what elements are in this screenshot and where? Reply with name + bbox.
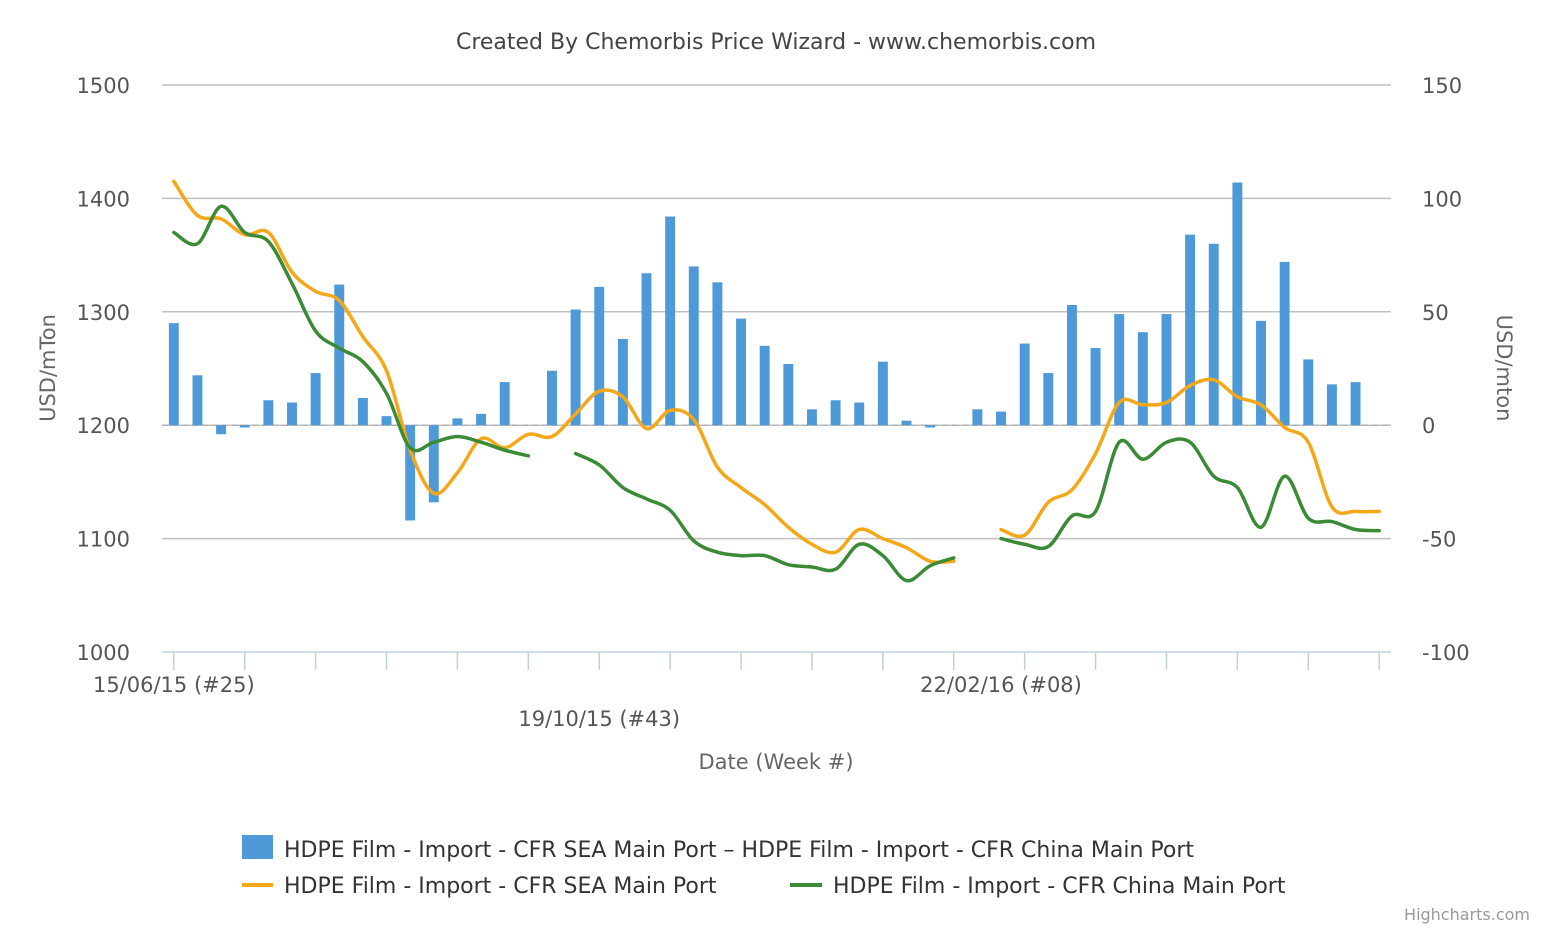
y-left-tick-label: 1400 [77, 187, 130, 211]
y-left-tick-label: 1300 [77, 301, 130, 325]
bar [428, 425, 439, 503]
china-price-line [573, 451, 956, 583]
bar [192, 375, 203, 426]
bar [1208, 243, 1219, 426]
bar [665, 216, 676, 426]
bar [617, 339, 628, 426]
bar [1232, 182, 1243, 426]
bar [1326, 384, 1337, 426]
sea-price-line [172, 179, 956, 565]
bar [1137, 332, 1148, 426]
bar [759, 345, 770, 426]
bar [1279, 261, 1290, 426]
bar [570, 309, 581, 426]
x-tick-label: 15/06/15 (#25) [93, 673, 255, 697]
bar [216, 425, 227, 435]
y-left-tick-label: 1000 [77, 641, 130, 665]
bar [405, 425, 416, 521]
y-right-tick-label: -50 [1422, 528, 1456, 552]
bar [263, 400, 274, 426]
bar [996, 411, 1006, 426]
bar [1350, 382, 1361, 426]
legend-item-spread[interactable]: HDPE Film - Import - CFR SEA Main Port –… [242, 835, 1194, 863]
y-right-tick-label: 50 [1422, 301, 1449, 325]
bar [287, 402, 297, 426]
y-left-tick-label: 1200 [77, 414, 130, 438]
legend: HDPE Film - Import - CFR SEA Main Port –… [242, 835, 1286, 899]
x-axis-label: Date (Week #) [698, 750, 853, 774]
bar [452, 418, 463, 426]
bar [334, 284, 345, 426]
y-right-tick-label: 150 [1422, 74, 1462, 98]
legend-label-china: HDPE Film - Import - CFR China Main Port [833, 874, 1286, 899]
axes: 1000 1100 1200 1300 1400 1500 -100 -50 0 50 100 150… [77, 74, 1470, 731]
bar [547, 370, 557, 426]
y-right-tick-label: -100 [1422, 641, 1470, 665]
bar [594, 286, 605, 426]
bar [1090, 348, 1101, 426]
bar [806, 409, 817, 426]
highcharts-credit[interactable]: Highcharts.com [1404, 905, 1530, 924]
y-axis-left-label: USD/mTon [36, 314, 60, 422]
bar [1019, 343, 1030, 426]
chart-title: Created By Chemorbis Price Wizard - www.… [456, 30, 1096, 55]
x-tick-label: 19/10/15 (#43) [518, 707, 680, 731]
bar [688, 266, 699, 426]
bar [783, 363, 794, 426]
y-right-tick-label: 0 [1422, 414, 1435, 438]
line-series [172, 179, 1381, 583]
bar [972, 409, 983, 426]
bar [1185, 234, 1196, 426]
bar [310, 373, 321, 426]
bar-series [168, 182, 1361, 521]
bar [1114, 314, 1125, 426]
china-price-line [999, 437, 1381, 551]
bar [499, 382, 510, 426]
y-left-tick-label: 1500 [77, 74, 130, 98]
bar [239, 425, 250, 428]
bar [476, 413, 487, 426]
y-axis-right-label: USD/mton [1492, 315, 1516, 422]
sea-price-line [999, 377, 1381, 539]
bar [381, 416, 392, 426]
legend-bar-symbol [242, 835, 273, 859]
bar [925, 425, 936, 428]
bar [854, 402, 865, 426]
bar [736, 318, 747, 426]
legend-label-spread: HDPE Film - Import - CFR SEA Main Port –… [284, 838, 1194, 863]
x-tick-label: 22/02/16 (#08) [920, 673, 1082, 697]
china-price-line [172, 204, 531, 458]
bar [641, 273, 652, 426]
bar [1303, 359, 1314, 426]
y-left-tick-label: 1100 [77, 528, 130, 552]
bar [357, 397, 368, 426]
legend-item-china[interactable]: HDPE Film - Import - CFR China Main Port [790, 874, 1286, 899]
legend-label-sea: HDPE Film - Import - CFR SEA Main Port [284, 874, 717, 899]
bar [168, 323, 179, 426]
bar [877, 361, 888, 426]
bar [1161, 314, 1172, 426]
bar [901, 420, 912, 426]
bar [1043, 373, 1054, 426]
legend-item-sea[interactable]: HDPE Film - Import - CFR SEA Main Port [242, 874, 717, 899]
bar [830, 400, 841, 426]
y-right-tick-label: 100 [1422, 187, 1462, 211]
bar [1066, 304, 1077, 426]
bar [1256, 320, 1266, 426]
bar [712, 282, 723, 426]
